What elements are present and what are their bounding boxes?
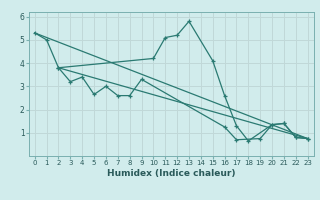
X-axis label: Humidex (Indice chaleur): Humidex (Indice chaleur) (107, 169, 236, 178)
